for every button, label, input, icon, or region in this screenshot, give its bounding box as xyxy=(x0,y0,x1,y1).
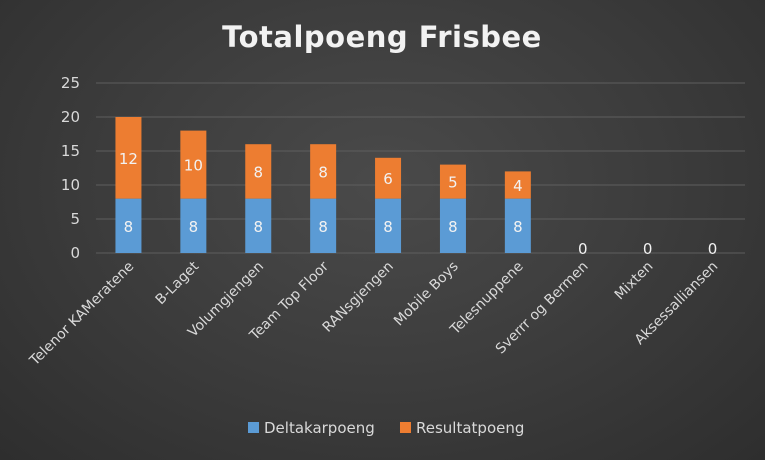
data-label: 8 xyxy=(448,218,458,236)
bar-deltakarpoeng xyxy=(115,198,142,253)
bar-resultatpoeng xyxy=(245,144,272,199)
bar-resultatpoeng xyxy=(439,164,466,199)
bar-resultatpoeng xyxy=(504,171,531,199)
bar-deltakarpoeng xyxy=(245,198,272,253)
legend-entry: Resultatpoeng xyxy=(416,419,524,437)
data-label: 8 xyxy=(513,218,523,236)
bars: 8 12 8 10 8 8 8 8 8 6 8 5 8 4 0 0 0 xyxy=(115,117,717,258)
data-label: 0 xyxy=(708,240,718,258)
y-tick-label: 5 xyxy=(70,210,80,228)
data-label: 8 xyxy=(253,163,263,181)
data-label: 8 xyxy=(318,218,328,236)
data-label: 0 xyxy=(578,240,588,258)
x-axis-labels: Telenor KAMeratene B-LagetVolumgjengenTea… xyxy=(26,258,721,369)
bar-resultatpoeng xyxy=(375,157,402,199)
data-label: 0 xyxy=(643,240,653,258)
data-label: 8 xyxy=(124,218,134,236)
y-tick-label: 0 xyxy=(70,244,80,262)
data-label: 10 xyxy=(184,157,203,175)
chart-title: Totalpoeng Frisbee xyxy=(222,20,542,54)
y-tick-label: 10 xyxy=(61,176,80,194)
legend: Deltakarpoeng Resultatpoeng xyxy=(248,419,524,437)
bar-resultatpoeng xyxy=(310,144,337,199)
x-axis-label: Telenor KAMeratene xyxy=(26,259,137,370)
bar-deltakarpoeng xyxy=(375,198,402,253)
data-label: 5 xyxy=(448,174,458,192)
y-axis-ticks: 0 5 10 15 20 25 xyxy=(61,74,80,262)
y-tick-label: 15 xyxy=(61,142,80,160)
legend-entry: Deltakarpoeng xyxy=(264,419,375,437)
data-label: 8 xyxy=(318,163,328,181)
bar-resultatpoeng xyxy=(180,130,207,199)
x-axis-label: Mobile Boys xyxy=(391,259,462,330)
data-label: 8 xyxy=(189,218,199,236)
bar-deltakarpoeng xyxy=(310,198,337,253)
bar-deltakarpoeng xyxy=(504,198,531,253)
data-label: 6 xyxy=(383,170,393,188)
data-label: 4 xyxy=(513,177,523,195)
bar-resultatpoeng xyxy=(115,117,142,199)
bar-deltakarpoeng xyxy=(439,198,466,253)
x-axis-label: Mixten xyxy=(612,259,657,304)
y-tick-label: 25 xyxy=(61,74,80,92)
bar-deltakarpoeng xyxy=(180,198,207,253)
legend-swatch xyxy=(400,422,411,433)
legend-swatch xyxy=(248,422,259,433)
data-label: 8 xyxy=(383,218,393,236)
data-label: 8 xyxy=(253,218,263,236)
y-tick-label: 20 xyxy=(61,108,80,126)
data-label: 12 xyxy=(119,150,138,168)
x-axis-label: B-Laget xyxy=(153,258,203,308)
